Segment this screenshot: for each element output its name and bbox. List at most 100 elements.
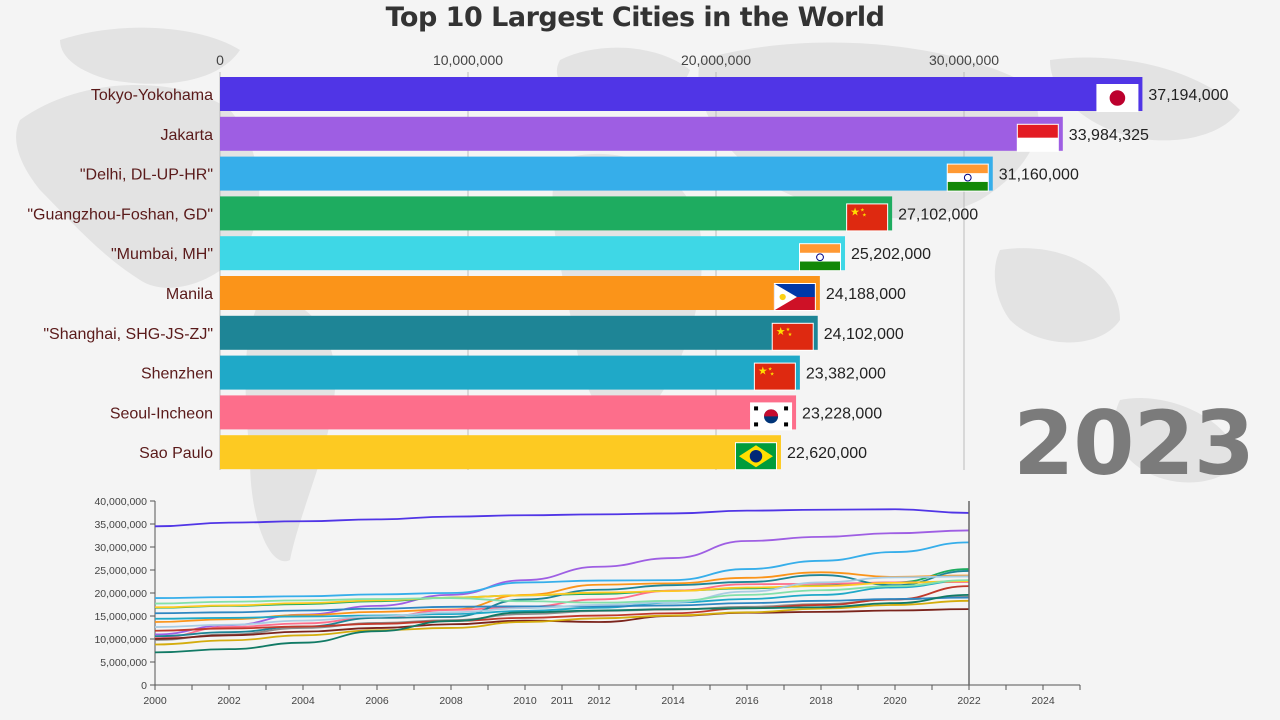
line-series (154, 508, 970, 528)
svg-text:★: ★ (758, 365, 768, 378)
x-tick-label: 2024 (1031, 695, 1055, 707)
category-label: "Delhi, DL-UP-HR" (80, 167, 213, 184)
japan-flag-icon (1096, 84, 1139, 112)
bar (220, 116, 1063, 151)
bar-x-tick-label: 20,000,000 (681, 52, 751, 68)
bar (220, 77, 1143, 111)
value-label: 24,188,000 (826, 286, 906, 303)
x-tick-label: 2018 (809, 695, 833, 707)
value-label: 24,102,000 (824, 326, 904, 343)
bar (220, 315, 818, 350)
svg-text:★: ★ (850, 205, 860, 218)
chart-title: Top 10 Largest Cities in the World (385, 2, 885, 33)
bar (220, 236, 846, 271)
line-series (154, 580, 970, 609)
value-label: 37,194,000 (1148, 87, 1228, 104)
value-label: 33,984,325 (1069, 127, 1149, 144)
bar-row: Sao Paulo 22,620,000 (139, 435, 867, 471)
x-tick-label: 2000 (143, 695, 167, 707)
svg-text:★: ★ (786, 327, 791, 333)
bar-chart-x-axis: 0 10,000,000 20,000,000 30,000,000 (216, 52, 999, 68)
line-series (154, 585, 970, 632)
y-tick-label: 25,000,000 (94, 565, 147, 577)
line-series (154, 571, 970, 623)
bar-row: "Guangzhou-Foshan, GD" 27,102,000 ★ ★★ (27, 196, 978, 232)
bar-chart: 0 10,000,000 20,000,000 30,000,000 Tokyo-Yo… (27, 52, 1229, 471)
category-label: Jakarta (161, 127, 214, 144)
y-tick-label: 0 (141, 680, 147, 692)
bar-row: Seoul-Incheon 23,228,000 (110, 395, 882, 431)
bar-x-tick-label: 30,000,000 (929, 52, 999, 68)
x-tick-label: 2002 (217, 695, 241, 707)
line-series (154, 581, 970, 639)
line-chart-y-axis: 0 5,000,000 10,000,000 15,000,000 20,000,000… (94, 496, 156, 692)
category-label: Tokyo-Yokohama (91, 87, 213, 104)
china-flag-icon: ★ ★★ (846, 203, 889, 232)
bar (220, 156, 993, 191)
bar-row: Shenzhen 23,382,000 ★ ★★ (141, 355, 886, 391)
svg-text:★: ★ (862, 212, 867, 218)
y-tick-label: 35,000,000 (94, 519, 147, 531)
category-label: Seoul-Incheon (110, 405, 213, 422)
line-series (154, 575, 970, 628)
line-series (154, 529, 970, 636)
bar-row: "Mumbai, MH" 25,202,000 (111, 236, 931, 272)
bar-row: Tokyo-Yokohama 37,194,000 (91, 77, 1229, 112)
category-label: "Mumbai, MH" (111, 246, 213, 263)
bar-series: Tokyo-Yokohama 37,194,000 Jakarta 33,984,32… (27, 77, 1229, 471)
x-tick-label: 2020 (883, 695, 907, 707)
x-tick-label: 2014 (661, 695, 685, 707)
value-label: 22,620,000 (787, 445, 867, 462)
south-korea-flag-icon (750, 402, 793, 431)
y-tick-label: 40,000,000 (94, 496, 147, 508)
category-label: Manila (166, 286, 213, 303)
philippines-flag-icon (773, 283, 816, 311)
x-tick-label: 2016 (735, 695, 759, 707)
svg-text:★: ★ (776, 325, 786, 338)
line-series (154, 593, 970, 654)
x-tick-label: 2010 (513, 695, 537, 707)
india-flag-icon (946, 163, 989, 192)
bar (220, 276, 820, 310)
bar-row: "Delhi, DL-UP-HR" 31,160,000 (80, 156, 1079, 192)
y-tick-label: 20,000,000 (94, 588, 147, 600)
line-chart-x-axis: 2000 2002 2004 2006 2008 2010 2011 2012 2014 2016… (143, 684, 1081, 707)
line-series (154, 579, 970, 605)
y-tick-label: 10,000,000 (94, 634, 147, 646)
category-label: "Shanghai, SHG-JS-ZJ" (43, 326, 213, 343)
y-tick-label: 5,000,000 (100, 657, 147, 669)
x-tick-label: 2008 (439, 695, 463, 707)
x-tick-label: 2022 (957, 695, 981, 707)
x-tick-label: 2006 (365, 695, 389, 707)
y-tick-label: 30,000,000 (94, 542, 147, 554)
svg-text:★: ★ (768, 367, 773, 373)
y-tick-label: 15,000,000 (94, 611, 147, 623)
bar-row: "Shanghai, SHG-JS-ZJ" 24,102,000 ★ ★★ (43, 315, 904, 351)
x-tick-label: 2011 (551, 695, 574, 707)
bar-x-tick-label: 10,000,000 (433, 52, 503, 68)
category-label: Shenzhen (141, 366, 213, 383)
line-series (154, 599, 970, 646)
india-flag-icon (799, 243, 842, 272)
current-year-label: 2023 (1013, 392, 1255, 495)
china-flag-icon: ★ ★★ (771, 322, 814, 351)
x-tick-label: 2004 (291, 695, 315, 707)
category-label: "Guangzhou-Foshan, GD" (27, 206, 213, 223)
bar (220, 395, 797, 430)
line-series (154, 541, 970, 599)
value-label: 23,228,000 (802, 405, 882, 422)
svg-text:★: ★ (770, 372, 775, 378)
value-label: 31,160,000 (999, 167, 1079, 184)
indonesia-flag-icon (1016, 123, 1059, 152)
bar-x-tick-label: 0 (216, 52, 224, 68)
china-flag-icon: ★ ★★ (753, 362, 796, 391)
bar (220, 196, 893, 231)
value-label: 25,202,000 (851, 246, 931, 263)
line-series-group (154, 508, 970, 654)
category-label: Sao Paulo (139, 445, 213, 462)
line-series (154, 608, 970, 640)
value-label: 23,382,000 (806, 366, 886, 383)
bar-row: Jakarta 33,984,325 (161, 116, 1149, 152)
x-tick-label: 2012 (587, 695, 611, 707)
bar-row: Manila 24,188,000 (166, 276, 906, 311)
